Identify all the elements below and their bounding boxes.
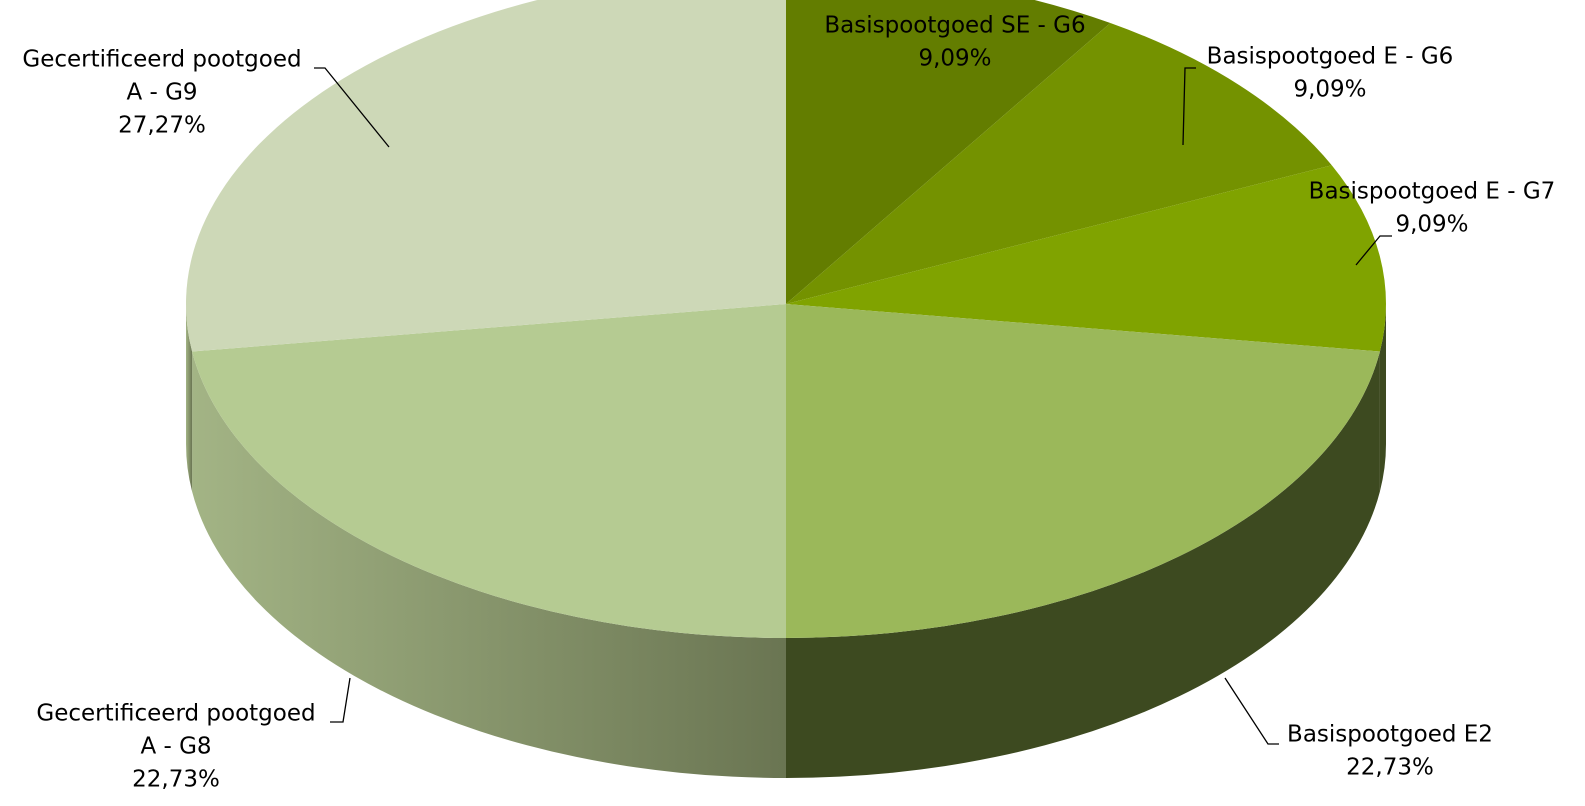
slice-basispootgoed-e2 (786, 304, 1380, 639)
percent-label-basispootgoed-e-g7: 9,09% (1395, 212, 1468, 238)
slice-label-basispootgoed-se-g6: Basispootgoed SE - G6 (824, 13, 1085, 39)
data-labels: Basispootgoed SE - G6 9,09% Basispootgoed … (22, 13, 1555, 793)
slice-side-gecertificeerd-pootgoed-a-g8 (192, 351, 787, 778)
percent-label-basispootgoed-se-g6: 9,09% (918, 46, 991, 72)
percent-label-basispootgoed-e2: 22,73% (1346, 755, 1434, 781)
leader-line-gecertificeerd-pootgoed-a-g9 (314, 67, 390, 148)
slice-basispootgoed-se-g6 (786, 0, 1111, 304)
slice-label-gecertificeerd-pootgoed-a-g8: Gecertificeerd pootgoed (36, 701, 315, 727)
leader-line-basispootgoed-e2 (1224, 677, 1279, 745)
slice-label-basispootgoed-e-g6: Basispootgoed E - G6 (1207, 44, 1454, 70)
slice-side-gecertificeerd-pootgoed-a-g9 (185, 304, 193, 492)
leader-line-basispootgoed-e-g7 (1355, 235, 1392, 266)
slice-label-basispootgoed-e2: Basispootgoed E2 (1287, 722, 1493, 748)
percent-label-gecertificeerd-pootgoed-a-g8: 22,73% (132, 767, 220, 793)
leader-line-basispootgoed-e-g6 (1182, 67, 1196, 146)
slice-gecertificeerd-pootgoed-a-g8 (192, 304, 787, 638)
slice-label-gecertificeerd-pootgoed-a-g9: A - G9 (126, 80, 197, 106)
slice-label-gecertificeerd-pootgoed-a-g8: A - G8 (140, 734, 211, 760)
slice-basispootgoed-e-g6 (786, 23, 1332, 304)
slice-gecertificeerd-pootgoed-a-g9 (186, 0, 786, 352)
slice-label-gecertificeerd-pootgoed-a-g9: Gecertificeerd pootgoed (22, 47, 301, 73)
slice-label-basispootgoed-e-g7: Basispootgoed E - G7 (1309, 179, 1556, 205)
pie-slices (186, 0, 1387, 639)
percent-label-gecertificeerd-pootgoed-a-g9: 27,27% (118, 113, 206, 139)
percent-label-basispootgoed-e-g6: 9,09% (1293, 77, 1366, 103)
slice-side-basispootgoed-e2 (786, 351, 1380, 778)
pie-side-walls (185, 304, 1386, 778)
slice-basispootgoed-e-g7 (786, 165, 1387, 352)
slice-side-basispootgoed-e-g7 (1379, 304, 1386, 492)
leader-line-gecertificeerd-pootgoed-a-g8 (330, 677, 351, 723)
